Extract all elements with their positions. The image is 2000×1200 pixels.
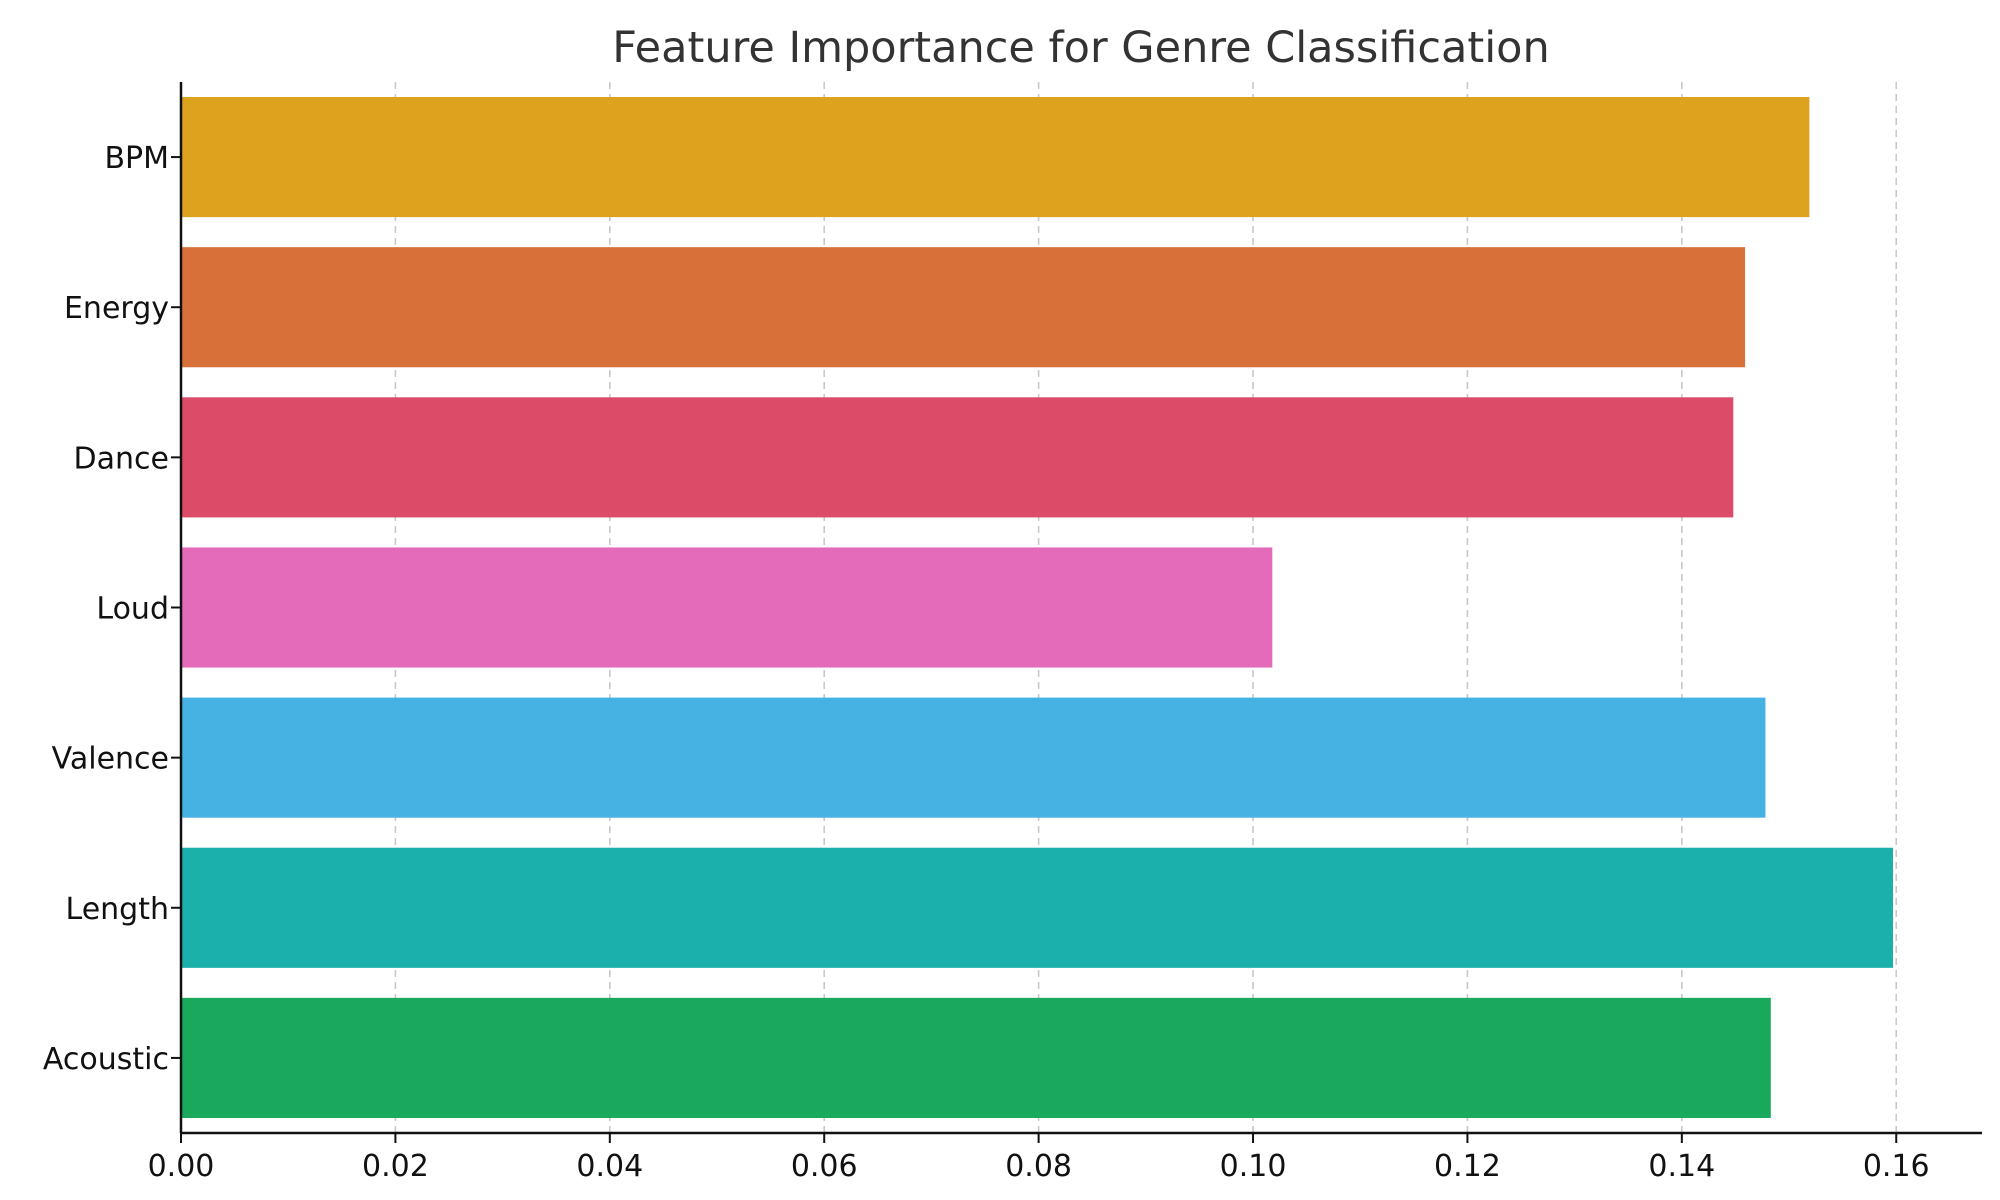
bar-valence [181, 697, 1766, 818]
x-tick-label: 0.04 [576, 1149, 643, 1184]
x-tick-label: 0.08 [1005, 1149, 1072, 1184]
bar-loud [181, 547, 1273, 668]
chart-title: Feature Importance for Genre Classificat… [612, 23, 1549, 73]
x-tick-label: 0.12 [1434, 1149, 1501, 1184]
y-tick-label-acoustic: Acoustic [43, 1042, 169, 1077]
y-tick-label-dance: Dance [74, 441, 169, 476]
bar-dance [181, 397, 1734, 518]
x-tick-label: 0.02 [362, 1149, 429, 1184]
bar-bpm [181, 97, 1810, 218]
y-tick-label-energy: Energy [64, 291, 169, 326]
ticks-layer: BPM Energy Dance Loud Valence Length Acoustic 0… [43, 141, 1930, 1184]
y-tick-label-loud: Loud [96, 592, 169, 627]
x-tick-label: 0.10 [1220, 1149, 1287, 1184]
bar-energy [181, 247, 1746, 368]
x-tick-label: 0.16 [1863, 1149, 1930, 1184]
x-tick-label: 0.00 [148, 1149, 215, 1184]
x-tick-label: 0.14 [1648, 1149, 1715, 1184]
y-tick-label-length: Length [66, 892, 169, 927]
y-tick-label-valence: Valence [52, 742, 169, 777]
y-tick-label-bpm: BPM [104, 141, 169, 176]
bar-acoustic [181, 997, 1771, 1118]
bars-layer [181, 97, 1894, 1118]
bar-length [181, 847, 1894, 968]
x-tick-label: 0.06 [791, 1149, 858, 1184]
